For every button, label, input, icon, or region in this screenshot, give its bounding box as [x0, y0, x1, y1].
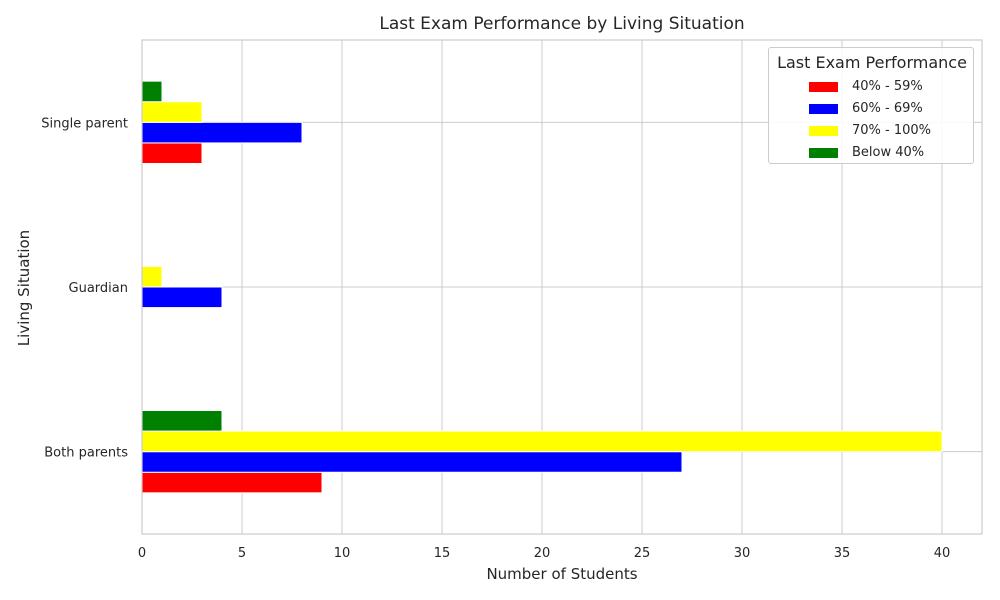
x-tick-label: 10 [334, 546, 351, 561]
legend-label: Below 40% [852, 145, 925, 160]
y-tick-label: Guardian [69, 281, 128, 296]
y-tick-label: Both parents [44, 446, 128, 461]
bar [141, 451, 683, 473]
y-tick-label: Single parent [41, 116, 128, 131]
legend-label: 70% - 100% [852, 123, 932, 138]
bar [141, 142, 203, 165]
y-axis-label: Living Situation [15, 229, 33, 347]
legend-swatch [809, 82, 838, 92]
x-tick-label: 15 [434, 546, 451, 561]
chart-title: Last Exam Performance by Living Situatio… [379, 14, 745, 34]
legend-label: 40% - 59% [852, 79, 923, 94]
bar [141, 286, 223, 309]
legend-swatch [809, 104, 838, 114]
bar [141, 121, 303, 144]
x-tick-label: 0 [138, 546, 146, 561]
legend-swatch [809, 148, 838, 158]
legend-swatch [809, 126, 838, 136]
x-tick-label: 20 [534, 546, 551, 561]
bar [141, 410, 223, 432]
bar [141, 80, 163, 103]
bar [141, 471, 323, 494]
legend-label: 60% - 69% [852, 101, 923, 116]
x-axis-label: Number of Students [486, 565, 638, 583]
x-tick-label: 5 [238, 546, 246, 561]
bar [141, 101, 203, 123]
x-tick-label: 40 [934, 546, 951, 561]
x-tick-label: 25 [634, 546, 651, 561]
x-tick-label: 30 [734, 546, 751, 561]
bar [141, 430, 943, 453]
legend: Last Exam Performance 40% - 59% 60% - 69… [768, 47, 974, 164]
x-tick-label: 35 [834, 546, 851, 561]
legend-title: Last Exam Performance [777, 53, 967, 72]
bar [141, 265, 163, 288]
plot-frame [141, 39, 983, 535]
